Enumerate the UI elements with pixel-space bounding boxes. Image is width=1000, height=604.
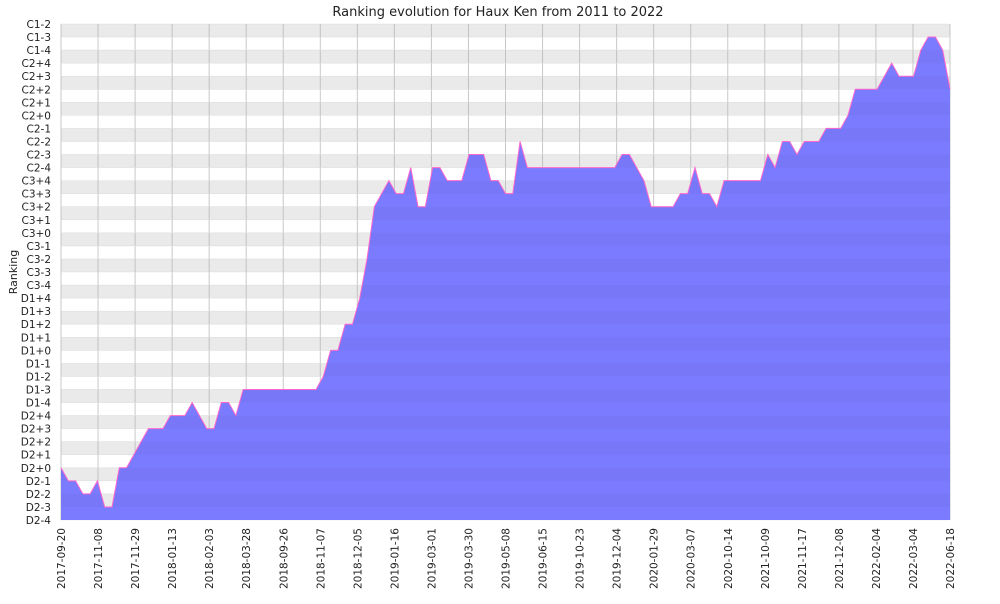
area-band-shade [61,259,950,272]
y-tick-label: D2+0 [21,463,51,475]
y-tick-label: C3+2 [22,202,52,214]
ranking-area [61,37,950,521]
y-tick-label: C2+1 [22,97,52,109]
area-band-shade [61,24,950,37]
area-band-shade [61,76,950,89]
y-tick-label: C3+3 [22,189,52,201]
y-tick-label: C3-1 [27,241,51,253]
y-tick-label: D2+4 [21,411,52,423]
area-band-shade [61,389,950,402]
y-tick-label: D2+3 [21,424,51,436]
y-tick-label: D1+4 [21,293,52,305]
y-tick-label: D1+0 [21,345,51,357]
area-band-shade [61,442,950,455]
x-tick-label: 2017-11-08 [93,528,105,589]
y-tick-label: D2-1 [26,476,51,488]
y-tick-label: C3-3 [27,267,51,279]
area-series [60,24,951,521]
x-tick-label: 2019-06-15 [538,528,550,589]
x-tick-label: 2022-06-18 [945,528,957,589]
x-tick-label: 2017-11-29 [130,528,142,589]
chart-title: Ranking evolution for Haux Ken from 2011… [332,5,663,20]
y-axis-label: Ranking [7,250,20,295]
x-tick-label: 2018-11-07 [315,528,327,589]
y-tick-label: D2-4 [26,515,52,527]
y-tick-label: D1+3 [21,306,51,318]
x-tick-label: 2020-10-14 [723,528,735,589]
y-tick-label: D1-4 [26,398,52,410]
x-axis-tick-labels: 2017-09-20 2017-11-08 2017-11-29 2018-01-13… [56,528,957,589]
y-tick-label: D1+2 [21,319,51,331]
x-tick-label: 2021-11-17 [797,528,809,589]
y-tick-label: C2-4 [27,163,52,175]
x-tick-label: 2019-05-08 [501,528,513,589]
area-band-shade [61,494,950,507]
area-band-shade [61,128,950,141]
x-tick-label: 2019-12-04 [612,528,624,589]
y-tick-label: C2+0 [22,110,52,122]
y-tick-label: C1-2 [27,19,51,31]
y-tick-label: C2+4 [22,58,52,70]
area-band-shade [61,285,950,298]
y-axis-tick-labels: D2-4D2-3D2-2D2-1D2+0D2+1D2+2D2+3D2+4D1-4… [21,19,52,527]
y-tick-label: D1+1 [21,332,51,344]
x-tick-label: 2020-03-07 [686,528,698,589]
x-tick-label: 2019-10-23 [575,528,587,589]
y-tick-label: D2+2 [21,437,51,449]
x-tick-label: 2019-03-30 [463,528,475,589]
x-tick-label: 2017-09-20 [56,528,68,589]
area-band-shade [61,416,950,429]
y-tick-label: C3-2 [27,254,51,266]
y-tick-label: D2-2 [26,489,51,501]
y-tick-label: D1-3 [26,384,51,396]
area-band-shade [61,311,950,324]
x-tick-label: 2018-12-05 [352,528,364,589]
x-tick-label: 2018-02-03 [204,528,216,589]
area-band-shade [61,337,950,350]
y-tick-label: D1-2 [26,371,51,383]
area-band-shade [61,102,950,115]
y-tick-label: C2+2 [22,84,52,96]
y-tick-label: D1-1 [26,358,51,370]
y-tick-label: C1-4 [27,45,52,57]
y-tick-label: C2-3 [27,150,51,162]
area-band-shade [61,155,950,168]
area-band-shade [61,50,950,63]
x-tick-label: 2021-10-09 [760,528,772,589]
x-tick-label: 2020-01-29 [649,528,661,589]
x-tick-label: 2019-01-16 [389,528,401,589]
y-tick-label: C3+0 [22,228,52,240]
area-band-shade [61,468,950,481]
area-band-shade [61,363,950,376]
y-tick-label: C3-4 [27,280,52,292]
y-tick-label: C2+3 [22,71,52,83]
x-tick-label: 2021-12-08 [834,528,846,589]
x-tick-label: 2018-03-28 [241,528,253,589]
x-tick-label: 2022-03-04 [908,528,920,589]
area-band-shade [61,207,950,220]
y-tick-label: C2-2 [27,136,51,148]
x-tick-label: 2019-03-01 [426,528,438,589]
y-tick-label: C2-1 [27,123,51,135]
ranking-line [60,36,951,508]
area-band-shade [61,233,950,246]
x-tick-label: 2022-02-04 [871,528,883,589]
area-band-shade [61,181,950,194]
y-tick-label: C3+1 [22,215,52,227]
x-tick-label: 2018-09-26 [278,528,290,589]
y-tick-label: C1-3 [27,32,51,44]
y-tick-label: C3+4 [22,176,52,188]
y-tick-label: D2+1 [21,450,51,462]
x-tick-label: 2018-01-13 [167,528,179,589]
y-tick-label: D2-3 [26,502,51,514]
